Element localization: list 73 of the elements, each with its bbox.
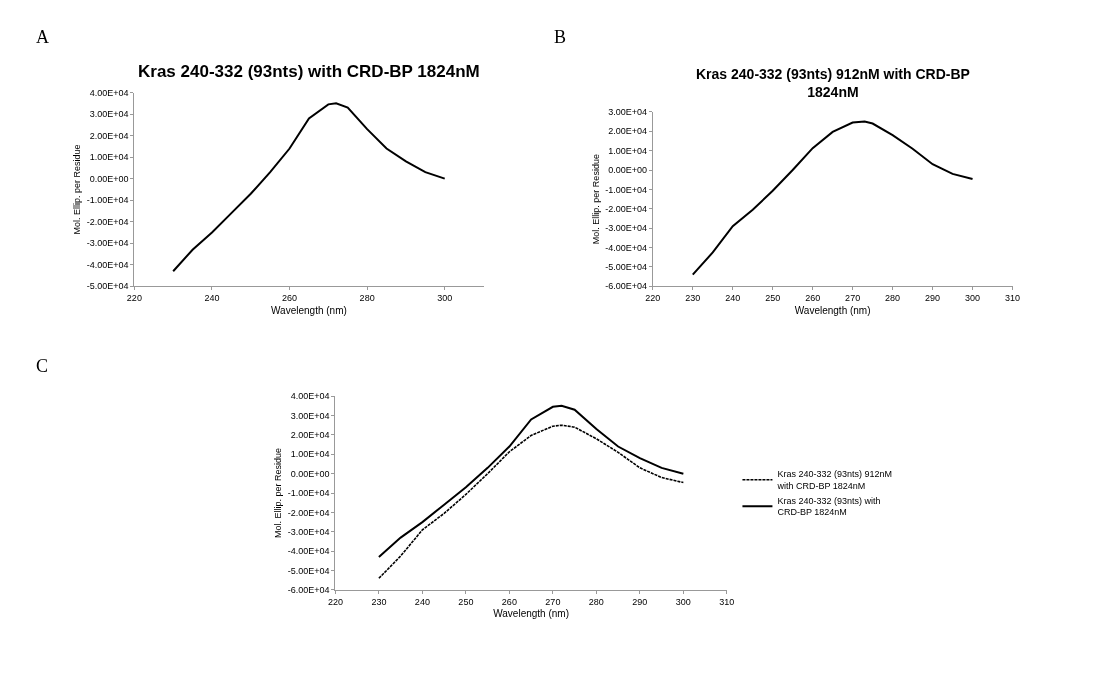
x-tick-label: 220 bbox=[645, 293, 661, 304]
line-series bbox=[172, 102, 446, 273]
y-tick-label: 2.00E+04 bbox=[290, 430, 330, 441]
y-tick-label: -2.00E+04 bbox=[287, 507, 330, 518]
x-tick-label: 240 bbox=[204, 293, 220, 304]
line-series bbox=[378, 424, 685, 580]
x-tick-label: 250 bbox=[765, 293, 781, 304]
y-tick-label: 3.00E+04 bbox=[290, 410, 330, 421]
x-tick-label: 300 bbox=[437, 293, 453, 304]
chart-title: Kras 240-332 (93nts) 912nM with CRD-BP 1824nM bbox=[696, 66, 970, 101]
y-tick-label: -1.00E+04 bbox=[86, 195, 129, 206]
y-tick-label: -1.00E+04 bbox=[287, 488, 330, 499]
x-axis-title: Wavelength (nm) bbox=[493, 608, 570, 620]
y-tick-label: -2.00E+04 bbox=[86, 216, 129, 227]
chart-title: Kras 240-332 (93nts) with CRD-BP 1824nM bbox=[138, 62, 480, 81]
x-tick-label: 280 bbox=[588, 596, 604, 607]
y-tick-label: 2.00E+04 bbox=[89, 130, 129, 141]
y-axis-title: Mol. Ellip. per Residue bbox=[273, 448, 284, 539]
y-axis-title: Mol. Ellip. per Residue bbox=[590, 154, 601, 245]
x-tick-label: 310 bbox=[1005, 293, 1021, 304]
y-tick-label: 1.00E+04 bbox=[608, 145, 647, 156]
y-tick-label: 1.00E+04 bbox=[89, 152, 129, 163]
y-tick-label: 4.00E+04 bbox=[290, 391, 330, 402]
y-tick-label: -4.00E+04 bbox=[86, 259, 129, 270]
y-tick-label: -2.00E+04 bbox=[605, 203, 647, 214]
x-tick-label: 230 bbox=[685, 293, 701, 304]
x-tick-label: 310 bbox=[719, 596, 735, 607]
x-tick-label: 280 bbox=[885, 293, 901, 304]
y-tick-label: -6.00E+04 bbox=[605, 281, 647, 292]
y-axis-title: Mol. Ellip. per Residue bbox=[72, 144, 83, 235]
y-tick-label: 3.00E+04 bbox=[608, 107, 647, 118]
x-tick-label: 220 bbox=[126, 293, 142, 304]
y-tick-label: -3.00E+04 bbox=[287, 526, 330, 537]
y-tick-label: -5.00E+04 bbox=[287, 565, 330, 576]
x-tick-label: 250 bbox=[458, 596, 474, 607]
x-tick-label: 240 bbox=[414, 596, 430, 607]
y-tick-label: -3.00E+04 bbox=[605, 223, 647, 234]
y-tick-label: -6.00E+04 bbox=[287, 585, 330, 596]
x-tick-label: 260 bbox=[501, 596, 517, 607]
y-tick-label: -3.00E+04 bbox=[86, 238, 129, 249]
line-series bbox=[377, 404, 685, 558]
y-tick-label: -4.00E+04 bbox=[605, 242, 647, 253]
y-tick-label: 2.00E+04 bbox=[608, 126, 647, 137]
y-tick-label: 0.00E+00 bbox=[89, 173, 129, 184]
x-tick-label: 270 bbox=[845, 293, 861, 304]
y-tick-label: -1.00E+04 bbox=[605, 184, 647, 195]
x-tick-label: 260 bbox=[282, 293, 298, 304]
x-axis-title: Wavelength (nm) bbox=[794, 304, 871, 316]
y-tick-label: -5.00E+04 bbox=[86, 281, 129, 292]
legend-label: Kras 240-332 (93nts) with CRD-BP 1824nM bbox=[777, 495, 881, 518]
x-tick-label: 270 bbox=[545, 596, 561, 607]
y-tick-label: 3.00E+04 bbox=[89, 109, 129, 120]
x-tick-label: 280 bbox=[359, 293, 375, 304]
y-tick-label: -5.00E+04 bbox=[605, 262, 647, 273]
y-tick-label: 0.00E+00 bbox=[290, 468, 330, 479]
x-tick-label: 230 bbox=[371, 596, 387, 607]
text: B bbox=[554, 27, 567, 47]
legend-label: Kras 240-332 (93nts) 912nM with CRD-BP 1824nM bbox=[776, 469, 893, 492]
x-tick-label: 260 bbox=[805, 293, 821, 304]
y-tick-label: -4.00E+04 bbox=[287, 546, 330, 557]
x-tick-label: 290 bbox=[925, 293, 941, 304]
x-tick-label: 300 bbox=[675, 596, 691, 607]
x-tick-label: 300 bbox=[965, 293, 981, 304]
y-tick-label: 4.00E+04 bbox=[89, 87, 129, 98]
x-axis-title: Wavelength (nm) bbox=[271, 304, 347, 316]
line-series bbox=[691, 120, 974, 276]
x-tick-label: 220 bbox=[327, 596, 343, 607]
text: C bbox=[36, 356, 49, 376]
x-tick-label: 240 bbox=[725, 293, 741, 304]
text: A bbox=[36, 27, 49, 47]
y-tick-label: 1.00E+04 bbox=[290, 449, 330, 460]
x-tick-label: 290 bbox=[632, 596, 648, 607]
y-tick-label: 0.00E+00 bbox=[608, 165, 647, 176]
